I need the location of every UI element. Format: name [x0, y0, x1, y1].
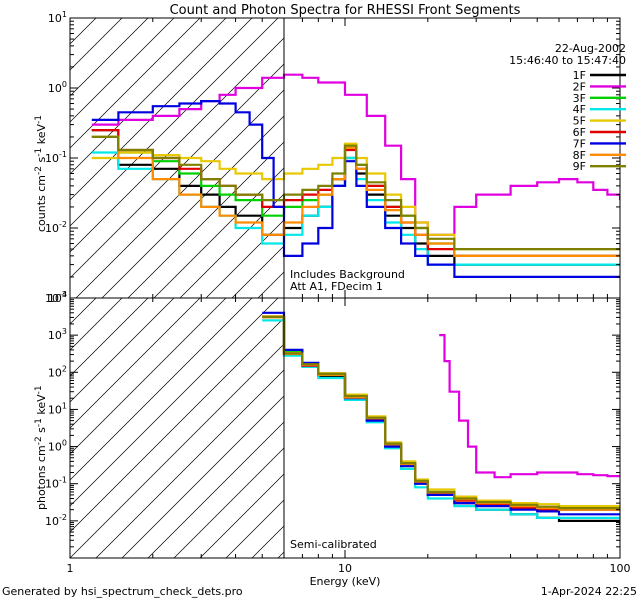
legend-label-1F: 1F: [573, 69, 586, 82]
x-tick-label: 10: [338, 562, 352, 575]
chart-title: Count and Photon Spectra for RHESSI Fron…: [170, 3, 521, 18]
hatch-line: [70, 298, 279, 507]
hatch-line: [199, 473, 285, 558]
bottom-hatch-region: [70, 298, 285, 558]
date-label: 22-Aug-2002: [555, 42, 626, 55]
hatch-line: [231, 245, 285, 298]
hatch-line: [95, 369, 285, 558]
hatch-line: [173, 447, 285, 558]
x-axis-label: Energy (keV): [310, 575, 381, 588]
legend-label-7F: 7F: [573, 137, 586, 150]
series-line-7F: [262, 311, 620, 516]
series-line-4F: [262, 319, 620, 519]
hatch-line: [101, 115, 285, 298]
y-tick-label: 100: [48, 439, 67, 454]
hatch-line: [70, 298, 201, 429]
y-tick-label: 10-3: [45, 290, 67, 305]
series-line-9F: [262, 315, 620, 510]
legend-label-8F: 8F: [573, 149, 586, 162]
series-line-6F: [262, 315, 620, 511]
top-axis-ticks: 10-3 10-2 10-1 100 101: [45, 10, 621, 305]
legend-label-3F: 3F: [573, 92, 586, 105]
hatch-line: [70, 317, 285, 533]
legend-label-2F: 2F: [573, 80, 586, 93]
y-tick-label: 104: [48, 290, 67, 305]
series-line-8F: [262, 316, 620, 511]
hatch-line: [205, 219, 285, 298]
hatch-line: [70, 298, 175, 403]
hatch-line: [70, 18, 201, 149]
hatch-line: [153, 167, 285, 298]
hatch-line: [70, 18, 123, 71]
y-tick-label: 10-2: [45, 220, 67, 235]
x-tick-label: 1: [67, 562, 74, 575]
hatch-line: [257, 271, 285, 298]
bottom-series-group: [262, 311, 620, 525]
hatch-line: [70, 298, 227, 455]
legend-label-6F: 6F: [573, 126, 586, 139]
hatch-line: [70, 18, 175, 123]
series-line-3F: [262, 316, 620, 511]
hatch-line: [70, 298, 123, 351]
series-line-8F: [91, 135, 620, 257]
x-tick-label: 100: [610, 562, 631, 575]
hatch-line: [70, 63, 285, 279]
top-series-group: [91, 73, 620, 278]
hatch-line: [251, 525, 285, 558]
bottom-annotation-semicalibrated: Semi-calibrated: [290, 538, 377, 551]
y-tick-label: 100: [48, 80, 67, 95]
bottom-y-axis-label: photons cm-2 s-1 keV-1: [34, 385, 48, 510]
hatch-line: [147, 421, 285, 558]
hatch-line: [121, 395, 285, 558]
bottom-axis-ticks: 10-2 10-1 100 101 102 103 104 1 10 100: [45, 290, 630, 575]
hatch-line: [70, 298, 149, 377]
y-tick-label: 10-2: [45, 513, 67, 528]
hatch-line: [179, 193, 285, 298]
y-tick-label: 10-1: [45, 476, 67, 491]
hatch-line: [127, 141, 285, 298]
y-tick-label: 103: [48, 327, 67, 342]
hatch-line: [70, 18, 227, 175]
y-tick-label: 102: [48, 364, 67, 379]
hatch-line: [70, 298, 253, 481]
series-line-9F: [91, 135, 620, 251]
hatch-line: [277, 551, 285, 558]
time-range-label: 15:46:40 to 15:47:40: [509, 54, 626, 67]
top-y-axis-label: counts cm-2 s-1 keV-1: [34, 115, 48, 232]
y-tick-label: 101: [48, 401, 67, 416]
hatch-line: [70, 18, 149, 97]
top-annotation-background: Includes Background: [290, 268, 405, 281]
hatch-line: [70, 343, 285, 558]
series-line-5F: [262, 315, 620, 508]
series-line-7F: [91, 100, 620, 278]
hatch-line: [225, 499, 285, 558]
legend-label-9F: 9F: [573, 160, 586, 173]
top-annotation-attenuator: Att A1, FDecim 1: [290, 280, 383, 293]
footer-generated-by: Generated by hsi_spectrum_check_dets.pro: [2, 585, 243, 598]
legend-label-4F: 4F: [573, 103, 586, 116]
legend-label-5F: 5F: [573, 115, 586, 128]
y-tick-label: 10-1: [45, 150, 67, 165]
footer-timestamp: 1-Apr-2024 22:25: [541, 585, 637, 598]
y-tick-label: 101: [48, 10, 67, 25]
series-line-2F: [439, 334, 620, 479]
